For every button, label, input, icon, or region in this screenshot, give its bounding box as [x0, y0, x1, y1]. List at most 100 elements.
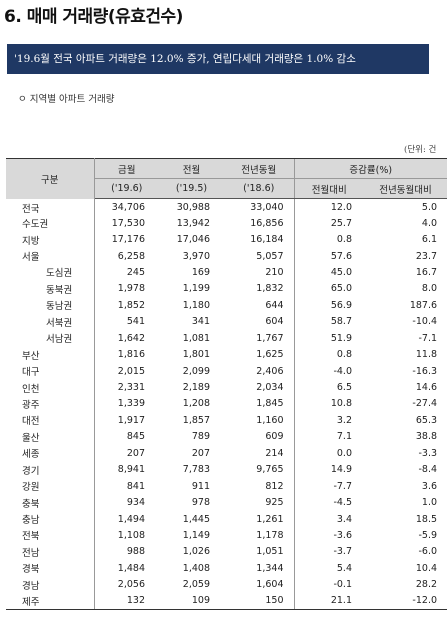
current-month-cell: 1,852 [117, 299, 145, 311]
current-month-cell: 6,258 [117, 250, 145, 262]
region-cell: 부산 [6, 346, 95, 363]
current-month-cell: 1,978 [117, 283, 145, 295]
table-row: 동북권 1,978 1,199 1,832 65.0 8.0 [6, 280, 447, 298]
previous-month-cell: 13,942 [176, 217, 210, 229]
table-row: 전국 34,706 30,988 33,040 12.0 5.0 [6, 198, 447, 215]
year-ago-cell: 210 [265, 266, 284, 278]
yoy-rate-cell: -6.0 [418, 546, 438, 558]
year-ago-cell: 1,604 [256, 579, 284, 591]
current-month-cell: 17,176 [111, 234, 145, 246]
previous-month-cell: 2,189 [182, 382, 210, 394]
current-month-cell: 1,484 [117, 562, 145, 574]
year-ago-cell: 609 [265, 431, 284, 443]
mom-rate-cell: 56.9 [293, 297, 364, 314]
year-ago-header: 전년동월 [224, 158, 294, 179]
mom-rate-cell: 3.4 [293, 510, 364, 528]
table-header-row: 구분 금월 전월 전년동월 증감률(%) [6, 158, 447, 199]
previous-month-cell: 1,208 [182, 398, 210, 410]
year-ago-cell: 9,765 [256, 464, 284, 476]
region-cell: 지방 [6, 231, 95, 248]
mom-rate-cell: 58.7 [293, 313, 364, 330]
yoy-rate-cell: 28.2 [415, 579, 438, 591]
year-ago-cell: 16,856 [250, 217, 284, 229]
year-ago-cell: 1,344 [256, 562, 284, 574]
table-row: 전남 988 1,026 1,051 -3.7 -6.0 [6, 543, 447, 561]
current-month-cell: 1,339 [117, 398, 145, 410]
previous-month-cell: 1,445 [182, 513, 210, 525]
mom-rate-cell: 3.2 [293, 412, 364, 429]
previous-month-cell: 3,970 [182, 250, 210, 262]
current-month-cell: 2,056 [117, 579, 145, 591]
mom-rate-cell: -4.5 [293, 494, 364, 511]
year-ago-cell: 644 [265, 299, 284, 311]
table-row: 경북 1,484 1,408 1,344 5.4 10.4 [6, 560, 447, 577]
yoy-rate-cell: -5.9 [418, 529, 438, 541]
previous-month-cell: 1,857 [182, 414, 210, 426]
mom-rate-cell: 0.8 [293, 231, 364, 248]
table-row: 도심권 245 169 210 45.0 16.7 [6, 264, 447, 281]
year-ago-cell: 1,160 [256, 414, 284, 426]
previous-period-header: ('19.5) [159, 178, 224, 199]
current-month-cell: 841 [126, 480, 145, 492]
yoy-rate-cell: 10.4 [415, 562, 438, 574]
yoy-rate-cell: 3.6 [421, 480, 438, 492]
year-ago-cell: 1,625 [256, 349, 284, 361]
year-ago-period-header: ('18.6) [224, 178, 294, 199]
mom-rate-cell: -0.1 [293, 576, 364, 593]
unit-note: (단위: 건 [404, 145, 437, 155]
region-cell: 세종 [6, 445, 95, 462]
current-month-cell: 34,706 [111, 202, 145, 214]
table-row: 세종 207 207 214 0.0 -3.3 [6, 445, 447, 462]
table-row: 지방 17,176 17,046 16,184 0.8 6.1 [6, 231, 447, 248]
previous-month-cell: 2,059 [182, 579, 210, 591]
year-ago-cell: 925 [265, 497, 284, 509]
year-ago-cell: 214 [265, 447, 284, 459]
region-cell: 전북 [6, 527, 95, 544]
table-row: 서북권 541 341 604 58.7 -10.4 [6, 313, 447, 330]
current-month-cell: 2,015 [117, 365, 145, 377]
previous-month-cell: 109 [159, 593, 224, 610]
yoy-rate-cell: -8.4 [418, 464, 438, 476]
previous-month-cell: 7,783 [182, 464, 210, 476]
previous-month-cell: 1,180 [182, 299, 210, 311]
previous-month-cell: 1,081 [182, 332, 210, 344]
mom-rate-cell: 21.1 [293, 593, 364, 610]
region-cell: 강원 [6, 477, 95, 495]
mom-rate-cell: -3.7 [293, 543, 364, 561]
current-month-cell: 1,642 [117, 332, 145, 344]
yoy-rate-cell: 23.7 [415, 250, 438, 262]
region-cell: 광주 [6, 395, 95, 413]
transaction-table: 구분 금월 전월 전년동월 증감률(%) ('19.6) ('19.5) ('1… [6, 158, 447, 610]
yoy-rate-cell: 4.0 [421, 217, 438, 229]
current-month-cell: 845 [126, 431, 145, 443]
year-ago-cell: 1,845 [256, 398, 284, 410]
yoy-rate-cell: 18.5 [415, 513, 438, 525]
mom-rate-cell: 5.4 [293, 560, 364, 577]
table-row: 동남권 1,852 1,180 644 56.9 187.6 [6, 297, 447, 314]
previous-month-cell: 1,026 [182, 546, 210, 558]
table-row: 인천 2,331 2,189 2,034 6.5 14.6 [6, 379, 447, 396]
previous-month-cell: 1,149 [182, 529, 210, 541]
mom-rate-cell: 25.7 [293, 214, 364, 232]
previous-month-cell: 207 [191, 447, 210, 459]
yoy-rate-cell: 1.0 [421, 497, 438, 509]
region-cell: 충남 [6, 510, 95, 528]
yoy-rate-cell: -3.3 [418, 447, 438, 459]
year-ago-cell: 604 [265, 316, 284, 328]
region-cell: 대구 [6, 362, 95, 380]
previous-month-cell: 789 [191, 431, 210, 443]
table-row: 광주 1,339 1,208 1,845 10.8 -27.4 [6, 395, 447, 413]
change-rate-header: 증감률(%) [293, 158, 447, 179]
previous-month-cell: 169 [191, 266, 210, 278]
region-cell: 서울 [6, 247, 95, 265]
region-cell: 전국 [6, 198, 95, 215]
current-month-cell: 245 [126, 266, 145, 278]
year-ago-cell: 1,178 [256, 529, 284, 541]
table-row: 부산 1,816 1,801 1,625 0.8 11.8 [6, 346, 447, 363]
mom-rate-cell: -7.7 [293, 477, 364, 495]
year-ago-cell: 812 [265, 480, 284, 492]
summary-banner: '19.6월 전국 아파트 거래량은 12.0% 증가, 연립다세대 거래량은 … [7, 44, 429, 74]
region-cell: 제주 [6, 593, 95, 610]
current-month-cell: 1,108 [117, 529, 145, 541]
yoy-rate-cell: -27.4 [412, 398, 438, 410]
